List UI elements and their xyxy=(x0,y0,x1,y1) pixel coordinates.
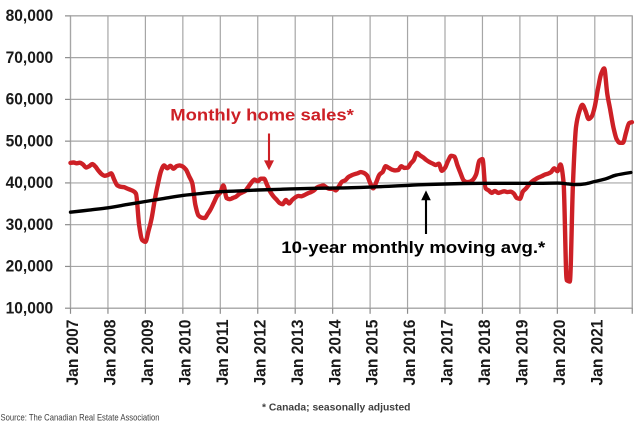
svg-text:20,000: 20,000 xyxy=(6,258,54,276)
svg-text:Jan 2016: Jan 2016 xyxy=(401,320,419,386)
svg-text:Jan 2008: Jan 2008 xyxy=(102,320,120,386)
svg-text:10,000: 10,000 xyxy=(6,300,54,318)
svg-text:Source: The Canadian Real Esta: Source: The Canadian Real Estate Associa… xyxy=(1,412,160,422)
svg-text:Jan 2012: Jan 2012 xyxy=(251,320,269,386)
svg-text:70,000: 70,000 xyxy=(6,49,54,67)
svg-text:50,000: 50,000 xyxy=(6,133,54,151)
svg-text:40,000: 40,000 xyxy=(6,174,54,192)
svg-text:Jan 2015: Jan 2015 xyxy=(364,320,382,386)
svg-text:Monthly home sales*: Monthly home sales* xyxy=(170,106,354,125)
svg-text:Jan 2019: Jan 2019 xyxy=(514,320,532,386)
svg-text:Jan 2011: Jan 2011 xyxy=(214,320,232,386)
svg-text:Jan 2018: Jan 2018 xyxy=(476,320,494,386)
svg-text:10-year monthly moving avg.*: 10-year monthly moving avg.* xyxy=(281,238,546,257)
svg-text:Jan 2014: Jan 2014 xyxy=(326,320,344,386)
svg-text:* Canada; seasonally adjusted: * Canada; seasonally adjusted xyxy=(262,403,411,414)
svg-text:30,000: 30,000 xyxy=(6,216,54,234)
svg-text:Jan 2020: Jan 2020 xyxy=(551,320,569,386)
svg-text:Jan 2009: Jan 2009 xyxy=(139,320,157,386)
svg-text:Jan 2010: Jan 2010 xyxy=(176,320,194,386)
svg-text:80,000: 80,000 xyxy=(6,7,54,25)
svg-text:60,000: 60,000 xyxy=(6,91,54,109)
svg-text:Jan 2017: Jan 2017 xyxy=(439,320,457,386)
svg-text:Jan 2021: Jan 2021 xyxy=(588,320,606,386)
svg-text:Jan 2013: Jan 2013 xyxy=(289,320,307,386)
svg-text:Jan 2007: Jan 2007 xyxy=(64,320,82,386)
